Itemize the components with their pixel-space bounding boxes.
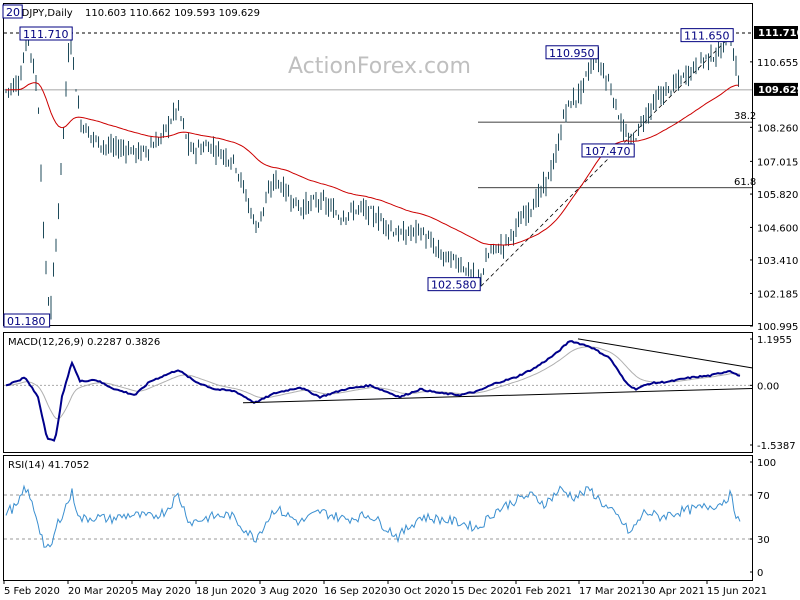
price-label-box [680,28,734,43]
date-tick-label: 30 Oct 2020 [388,586,450,597]
rsi-panel-frame [3,455,753,581]
date-tick-label: 20 Mar 2020 [68,586,131,597]
price-label: 102.580 [431,279,477,292]
rsi-tick-label: 100 [757,458,776,469]
macd-tick-label: -1.5387 [757,441,796,452]
price-label: 20 [6,6,20,19]
price-tick-label: 103.410 [757,256,798,267]
price-panel-title: USDJPY,Daily [8,8,73,19]
macd-panel: MACD(12,26,9) 0.2287 0.3826 1.1955 0.00 -1… [3,332,796,453]
high-price-tag-label: 111.710 [758,28,800,39]
date-tick-label: 17 Mar 2021 [579,586,642,597]
date-tick-label: 3 Aug 2020 [260,586,318,597]
watermark: ActionForex.com [288,54,471,79]
price-label: 111.650 [684,30,730,43]
rsi-line [5,484,741,548]
rsi-tick-label: 30 [757,535,770,546]
macd-signal-line [5,346,741,420]
price-panel-ohlc: 110.603 110.662 109.593 109.629 [85,8,260,19]
price-tick-label: 107.015 [757,157,798,168]
fib-label: 61.8 [734,177,756,188]
price-label-box [545,45,599,60]
macd-line [5,340,741,442]
price-panel: USDJPY,Daily 110.603 110.662 109.593 109… [2,3,800,333]
ema-line [6,82,739,246]
price-label: 111.710 [23,28,69,41]
price-annotations: 111.710 110.950 111.650 107.470 102.580 01.18… [2,4,734,328]
high-price-tag [754,26,798,39]
macd-y-axis: 1.1955 0.00 -1.5387 [750,335,796,452]
current-price-tag-label: 109.629 [758,85,800,96]
rsi-y-axis: 100 70 30 0 [750,458,776,579]
price-label-box [427,277,481,292]
price-label-box [581,143,635,158]
fib-label: 38.2 [734,111,756,122]
price-panel-frame [3,3,753,326]
macd-lines [4,338,753,442]
price-label: 01.180 [7,315,46,328]
macd-resistance-trendline [577,338,753,369]
rsi-line [4,484,750,548]
trend-dash-line [480,34,733,287]
date-tick-label: 1 Feb 2021 [516,586,572,597]
date-axis: 5 Feb 2020 20 Mar 2020 5 May 2020 18 Jun 20… [3,580,767,597]
macd-panel-title: MACD(12,26,9) 0.2287 0.3826 [8,337,160,348]
price-tick-label: 105.820 [757,190,798,201]
rsi-tick-label: 0 [757,568,763,579]
price-label-box [3,313,51,328]
price-y-axis: 111.710 110.655 109.629 108.260 107.015 105.8… [750,26,800,333]
price-tick-label: 102.185 [757,289,798,300]
macd-tick-label: 1.1955 [757,335,792,346]
price-tick-label: 108.260 [757,123,798,134]
rsi-panel-title: RSI(14) 41.7052 [8,460,89,471]
date-tick-label: 15 Dec 2020 [452,586,516,597]
date-tick-label: 5 Feb 2020 [4,586,60,597]
date-tick-label: 15 Jun 2021 [707,586,767,597]
date-tick-label: 16 Sep 2020 [324,586,387,597]
price-label-box [2,4,23,19]
rsi-tick-label: 70 [757,491,770,502]
date-tick-label: 30 Apr 2021 [643,586,705,597]
price-label-box [19,26,73,41]
price-tick-label: 104.600 [757,223,798,234]
price-tick-label: 100.995 [757,322,798,333]
date-tick-label: 18 Jun 2020 [196,586,256,597]
current-price-tag [754,82,798,96]
macd-support-trendline [242,387,753,404]
date-tick-label: 5 May 2020 [132,586,191,597]
price-label: 107.470 [585,145,631,158]
macd-tick-label: 0.00 [757,381,779,392]
price-label: 110.950 [549,47,595,60]
macd-panel-frame [3,332,753,453]
rsi-panel: RSI(14) 41.7052 100 70 30 0 [3,455,776,581]
ema-layer [6,82,739,246]
price-tick-label: 110.655 [757,58,798,69]
price-reference-lines: 38.2 61.8 [4,32,756,287]
